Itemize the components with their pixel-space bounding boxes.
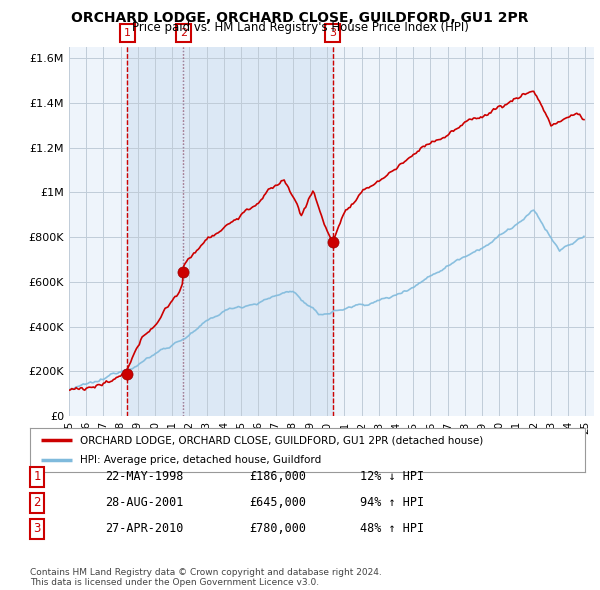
Text: £780,000: £780,000: [249, 522, 306, 535]
Text: 3: 3: [329, 28, 336, 38]
Text: £645,000: £645,000: [249, 496, 306, 509]
Text: 48% ↑ HPI: 48% ↑ HPI: [360, 522, 424, 535]
Text: 2: 2: [180, 28, 187, 38]
Text: 94% ↑ HPI: 94% ↑ HPI: [360, 496, 424, 509]
Text: 3: 3: [34, 522, 41, 535]
Text: 27-APR-2010: 27-APR-2010: [105, 522, 184, 535]
Text: Price paid vs. HM Land Registry's House Price Index (HPI): Price paid vs. HM Land Registry's House …: [131, 21, 469, 34]
Text: ORCHARD LODGE, ORCHARD CLOSE, GUILDFORD, GU1 2PR: ORCHARD LODGE, ORCHARD CLOSE, GUILDFORD,…: [71, 11, 529, 25]
Text: 1: 1: [124, 28, 131, 38]
Text: 1: 1: [34, 470, 41, 483]
Text: 28-AUG-2001: 28-AUG-2001: [105, 496, 184, 509]
Text: 12% ↓ HPI: 12% ↓ HPI: [360, 470, 424, 483]
Bar: [184, 47, 333, 416]
Text: Contains HM Land Registry data © Crown copyright and database right 2024.
This d: Contains HM Land Registry data © Crown c…: [30, 568, 382, 587]
Text: 2: 2: [34, 496, 41, 509]
Text: 22-MAY-1998: 22-MAY-1998: [105, 470, 184, 483]
Text: £186,000: £186,000: [249, 470, 306, 483]
Text: HPI: Average price, detached house, Guildford: HPI: Average price, detached house, Guil…: [80, 455, 321, 464]
Bar: [127, 47, 184, 416]
Text: ORCHARD LODGE, ORCHARD CLOSE, GUILDFORD, GU1 2PR (detached house): ORCHARD LODGE, ORCHARD CLOSE, GUILDFORD,…: [80, 435, 483, 445]
